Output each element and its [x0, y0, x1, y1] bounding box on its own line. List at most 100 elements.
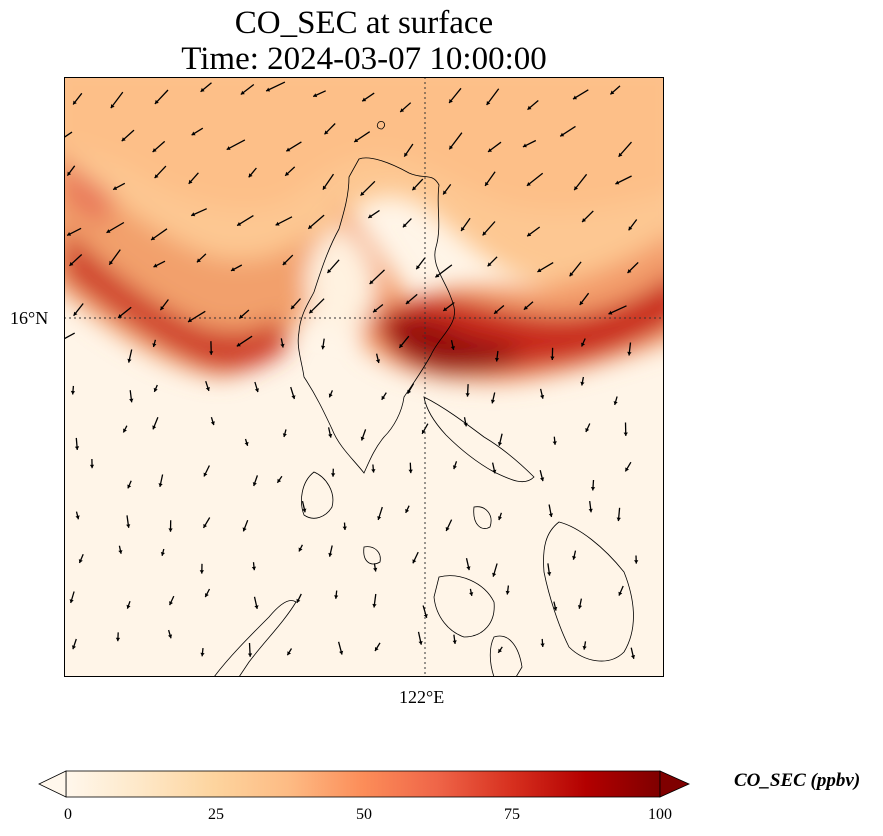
wind-vector-arrowhead: [121, 137, 126, 142]
wind-vector-arrowhead: [280, 343, 285, 348]
wind-vector-arrowhead: [461, 227, 465, 231]
wind-vector-arrowhead: [200, 87, 205, 92]
wind-vector-arrowhead: [328, 433, 333, 438]
wind-vector-arrowhead: [537, 268, 542, 272]
wind-vector-arrowhead: [369, 280, 374, 284]
wind-vector-shaft: [226, 139, 246, 151]
wind-vector-arrowhead: [449, 99, 453, 103]
wind-vector-arrowhead: [242, 527, 247, 532]
wind-vector-shaft: [187, 310, 206, 323]
wind-vector-arrowhead: [188, 179, 193, 184]
wind-vector-arrowhead: [627, 269, 632, 273]
wind-vector-shaft: [608, 305, 627, 315]
wind-vector-arrowhead: [577, 605, 583, 609]
wind-vector-arrowhead: [527, 232, 532, 237]
wind-vector-arrowhead: [321, 345, 326, 350]
wind-vector-arrowhead: [582, 645, 587, 650]
wind-vector-arrowhead: [615, 180, 620, 185]
wind-vector-arrowhead: [618, 152, 623, 157]
wind-vector-arrowhead: [574, 186, 578, 191]
wind-vector-arrowhead: [291, 395, 296, 399]
wind-vector-arrowhead: [313, 93, 318, 98]
wind-vector-arrowhead: [70, 390, 76, 395]
wind-vector-arrowhead: [485, 181, 489, 186]
wind-vector-arrowhead: [523, 305, 528, 310]
palawan-coastline: [213, 600, 297, 677]
wind-vector-arrowhead: [402, 223, 407, 228]
wind-vector-arrowhead: [466, 566, 471, 571]
wind-vector-arrowhead: [236, 342, 241, 347]
wind-vector-arrowhead: [445, 527, 450, 531]
wind-vector-arrowhead: [67, 171, 72, 176]
wind-vector-arrowhead: [127, 358, 132, 363]
wind-vector-arrowhead: [552, 441, 557, 445]
wind-vector-arrowhead: [360, 191, 365, 196]
wind-vector-arrowhead: [266, 87, 271, 92]
wind-vector-arrowhead: [322, 185, 327, 190]
wind-vector-arrowhead: [560, 132, 565, 137]
wind-vector-shaft: [435, 264, 453, 278]
colorbar-min-extend-triangle: [38, 770, 67, 798]
map-frame: [64, 77, 664, 677]
colorbar-max-extend-triangle: [659, 770, 690, 798]
wind-vector-arrowhead: [205, 593, 209, 598]
wind-vector-arrowhead: [160, 552, 165, 556]
colorbar-gradient: [65, 770, 661, 798]
latitude-tick-label: 16°N: [10, 308, 49, 328]
wind-vector-arrowhead: [123, 428, 127, 433]
wind-vector-arrowhead: [492, 469, 497, 474]
wind-vector-arrowhead: [168, 634, 173, 639]
wind-vector-arrowhead: [296, 598, 301, 603]
wind-vector-arrowhead: [152, 148, 157, 152]
wind-vector-arrowhead: [282, 261, 287, 265]
wind-vector-arrowhead: [69, 599, 74, 603]
wind-vector-arrowhead: [405, 300, 410, 304]
wind-vector-arrowhead: [285, 171, 290, 176]
wind-vector-arrowhead: [435, 273, 440, 278]
wind-vector-arrowhead: [381, 395, 386, 400]
wind-vector-arrowhead: [494, 310, 498, 314]
wind-vector-arrowhead: [240, 90, 245, 95]
colorbar-tick-50: 50: [356, 806, 372, 823]
wind-vector-arrowhead: [588, 508, 593, 513]
wind-vector-arrowhead: [373, 308, 378, 313]
wind-vector-arrowhead: [572, 555, 577, 560]
wind-vector-arrowhead: [277, 478, 282, 483]
wind-vector-arrowhead: [239, 314, 244, 319]
wind-vector-arrowhead: [623, 432, 628, 436]
wind-vector-arrowhead: [469, 592, 474, 596]
wind-vector-arrowhead: [540, 395, 545, 399]
negros-coastline: [489, 635, 523, 677]
map-time-subtitle: Time: 2024-03-07 10:00:00: [181, 41, 547, 77]
wind-vector-arrowhead: [291, 305, 295, 310]
wind-vector-arrowhead: [127, 484, 132, 489]
wind-vector-arrowhead: [482, 231, 487, 236]
bicol-coastline: [423, 396, 535, 483]
wind-vector-arrowhead: [610, 90, 615, 95]
wind-vector-arrowhead: [487, 262, 492, 267]
colorbar-tick-0: 0: [64, 806, 72, 823]
wind-vector-arrowhead: [407, 389, 412, 394]
wind-vector-arrowhead: [282, 433, 287, 437]
concentration-field: [64, 77, 664, 382]
wind-vector-arrowhead: [248, 173, 253, 178]
colorbar-title: CO_SEC (ppbv): [734, 770, 861, 791]
wind-vector-arrowhead: [372, 603, 377, 608]
wind-vector-arrowhead: [404, 152, 408, 157]
wind-vector-arrowhead: [486, 101, 491, 105]
wind-vector-arrowhead: [110, 104, 115, 109]
wind-vector-arrowhead: [196, 258, 201, 263]
luzon-coastline: [297, 157, 455, 474]
wind-vector-arrowhead: [360, 436, 365, 441]
wind-vector-arrowhead: [582, 218, 586, 222]
wind-vector-shaft: [486, 88, 500, 106]
wind-vector-shaft: [448, 132, 463, 150]
wind-vector-arrowhead: [205, 387, 210, 391]
wind-vector-shaft: [360, 180, 376, 197]
wind-vector-arrowhead: [231, 267, 235, 272]
wind-vector-shaft: [308, 298, 325, 314]
coastlines: [213, 121, 634, 677]
wind-vector-arrowhead: [158, 483, 163, 487]
wind-vector-arrowhead: [362, 97, 367, 102]
wind-vector-arrowhead: [527, 105, 532, 110]
